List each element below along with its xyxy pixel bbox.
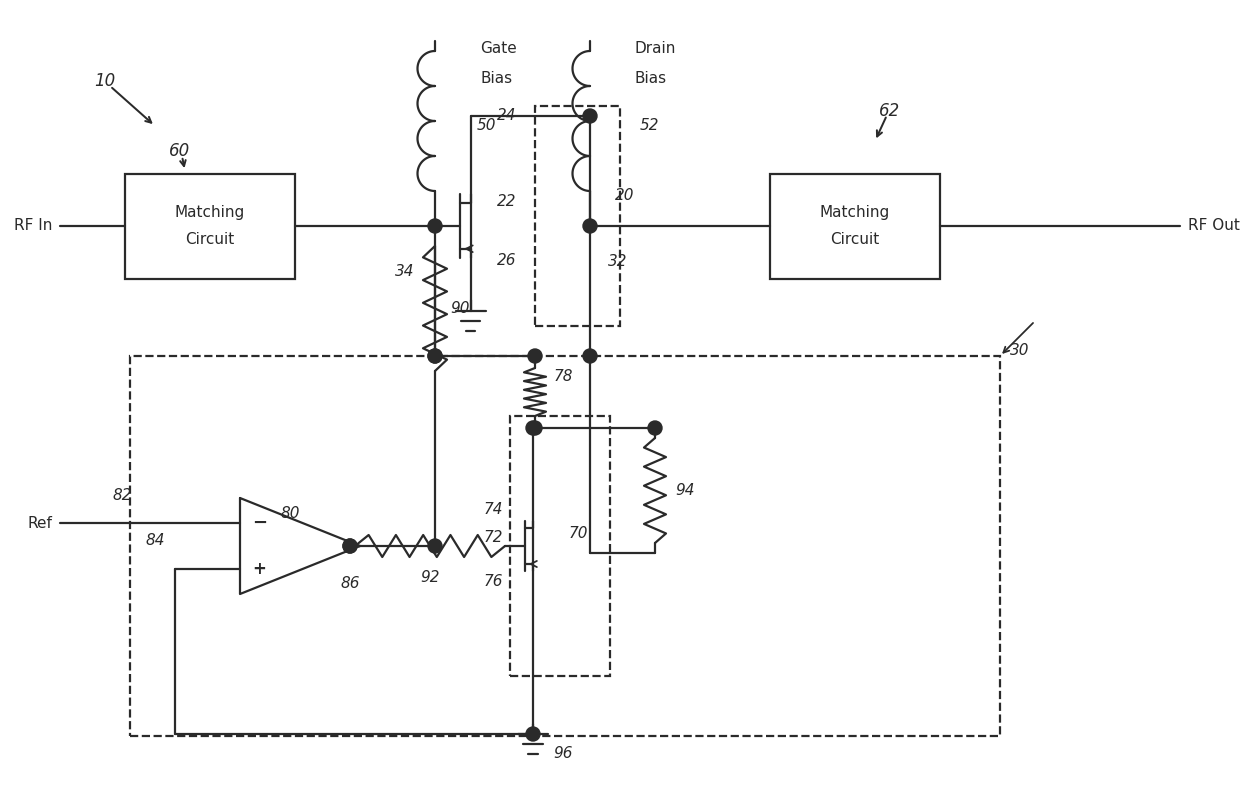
Text: 20: 20 (615, 188, 635, 204)
Text: 22: 22 (497, 194, 517, 208)
Circle shape (428, 539, 441, 553)
Text: RF In: RF In (14, 218, 52, 234)
Text: 74: 74 (484, 503, 502, 517)
Bar (534, 106, 620, 326)
Bar (125, 174, 295, 278)
Circle shape (649, 421, 662, 435)
Circle shape (526, 421, 539, 435)
Circle shape (528, 349, 542, 363)
Text: 76: 76 (484, 573, 502, 589)
Circle shape (343, 539, 357, 553)
Text: Bias: Bias (480, 71, 512, 87)
Circle shape (428, 349, 441, 363)
Text: 78: 78 (553, 370, 573, 384)
Text: 82: 82 (113, 487, 131, 503)
Text: 24: 24 (497, 109, 517, 123)
Text: 34: 34 (396, 264, 414, 278)
Circle shape (343, 539, 357, 553)
Text: 52: 52 (640, 118, 660, 134)
Text: 10: 10 (94, 72, 115, 90)
Text: 70: 70 (568, 526, 588, 542)
Text: 32: 32 (609, 254, 627, 268)
Text: 60: 60 (170, 142, 191, 160)
Circle shape (528, 421, 542, 435)
Text: Gate: Gate (480, 41, 517, 57)
Text: 94: 94 (676, 483, 694, 498)
Text: 62: 62 (879, 102, 900, 120)
Circle shape (428, 349, 441, 363)
Text: Ref: Ref (27, 516, 52, 530)
Text: 96: 96 (553, 746, 573, 762)
Bar (770, 174, 940, 278)
Text: Bias: Bias (635, 71, 667, 87)
Text: Circuit: Circuit (185, 231, 234, 247)
Bar (130, 356, 999, 736)
Circle shape (428, 219, 441, 233)
Text: 90: 90 (450, 301, 470, 316)
Text: 50: 50 (477, 118, 496, 134)
Text: 72: 72 (484, 530, 502, 546)
Text: −: − (252, 514, 267, 532)
Text: 92: 92 (420, 570, 440, 586)
Text: 86: 86 (340, 577, 360, 591)
Circle shape (583, 219, 596, 233)
Text: +: + (252, 560, 265, 577)
Text: 80: 80 (280, 507, 300, 521)
Text: 26: 26 (497, 254, 517, 268)
Text: Drain: Drain (635, 41, 676, 57)
Text: 84: 84 (145, 534, 165, 548)
Text: RF Out: RF Out (1188, 218, 1240, 234)
Text: Circuit: Circuit (831, 231, 879, 247)
Circle shape (583, 109, 596, 123)
Text: 30: 30 (1011, 344, 1029, 358)
Text: Matching: Matching (175, 205, 246, 221)
Circle shape (526, 727, 539, 741)
Circle shape (583, 349, 596, 363)
Bar (510, 416, 610, 676)
Text: Matching: Matching (820, 205, 890, 221)
